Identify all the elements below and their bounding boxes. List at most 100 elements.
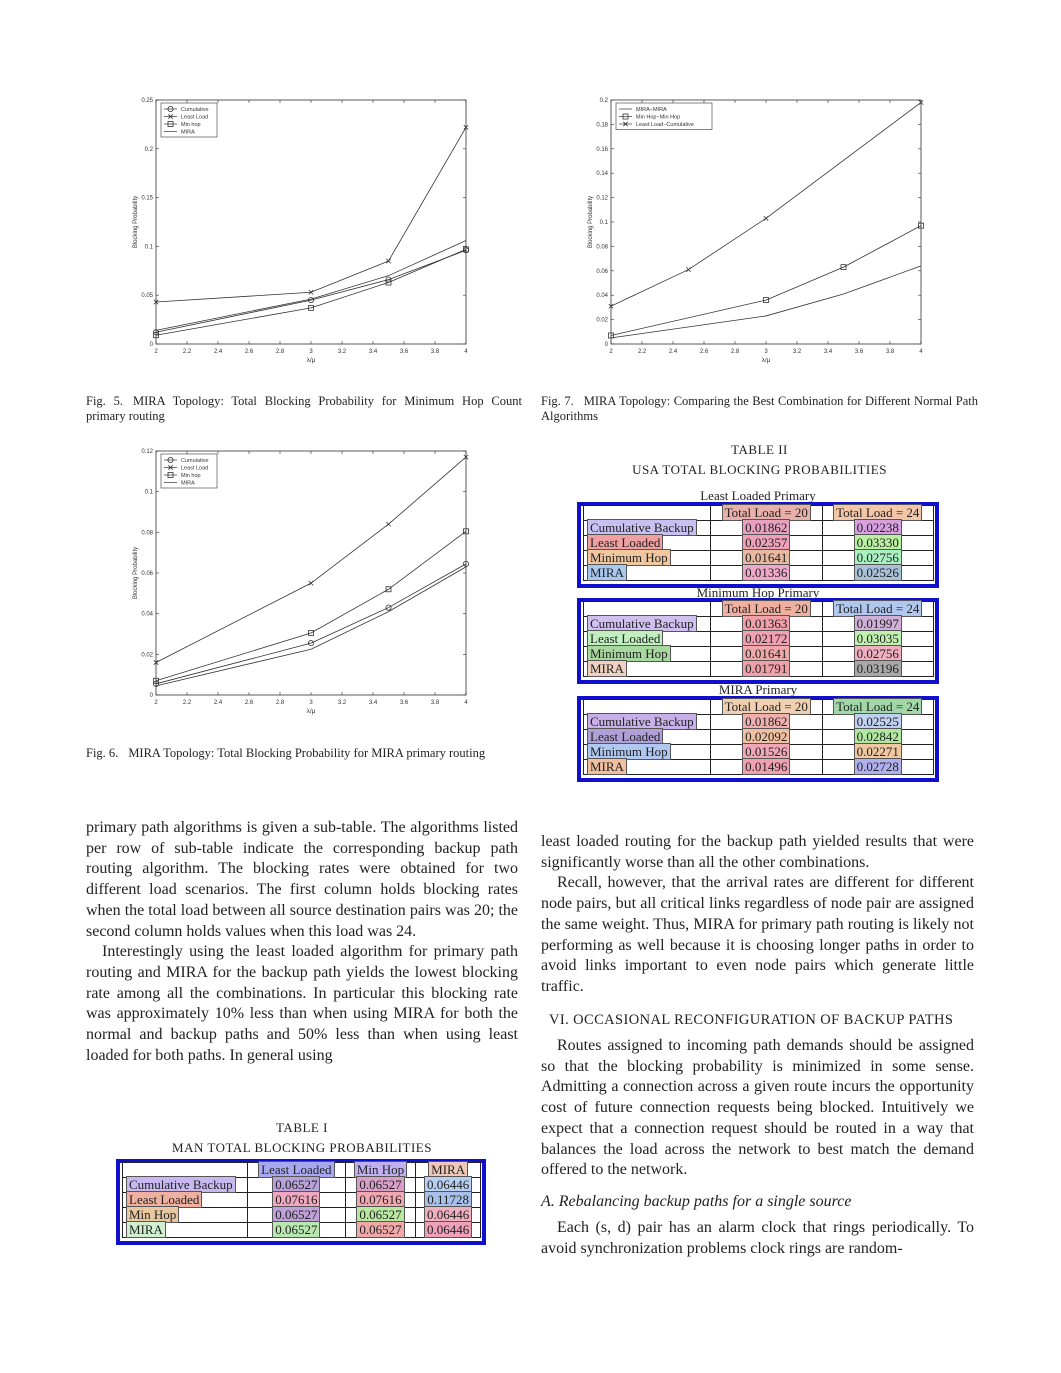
x-tick-label: 3: [309, 349, 313, 355]
table-row: MIRA 0.01496 0.02728: [583, 758, 934, 775]
legend-marker: [167, 472, 174, 478]
cell-value: 0.03330: [853, 534, 902, 551]
table-cell: 0.01641: [710, 645, 823, 662]
paragraph: Recall, however, that the arrival rates …: [541, 874, 974, 995]
table-cell: 0.01791: [710, 660, 823, 677]
row-name-text: MIRA: [587, 564, 627, 581]
row-name: MIRA: [583, 660, 711, 677]
x-tick-label: 4: [464, 700, 468, 706]
figure-6-label: Fig. 6.: [86, 746, 119, 760]
x-tick-label: 2.8: [276, 349, 285, 355]
x-tick-label: 2.2: [183, 349, 192, 355]
cell-value: 0.02092: [742, 728, 791, 745]
table-cell: 0.03196: [821, 660, 934, 677]
series-line: [155, 240, 467, 331]
legend-marker: [167, 105, 174, 112]
table-cell: 0.02238: [821, 519, 934, 536]
y-tick-label: 0: [605, 342, 609, 348]
table-header: Total Load = 20: [710, 504, 823, 521]
row-name-text: Least Loaded: [587, 630, 664, 647]
legend-marker: [623, 121, 628, 127]
plot-frame: [610, 99, 922, 345]
table-2-title: USA TOTAL BLOCKING PROBABILITIES: [632, 462, 887, 477]
y-tick-label: 0: [150, 342, 154, 348]
fig7-chart: 2 2.2 2.4 2.6 2.8 3 3.2 3.4 3.6 3.8 4 0 0.02 0.04 0.06…: [588, 98, 924, 364]
paragraph: least loaded routing for the backup path…: [541, 833, 974, 871]
table-row: Minimum Hop 0.01526 0.02271: [583, 743, 934, 760]
figure-5: 2 2.2 2.4 2.6 2.8 3 3.2 3.4 3.6 3.8 4 0 0.05 0.1 0.15 0…: [130, 96, 480, 366]
header-text: Total Load = 24: [833, 698, 923, 715]
header-text: Min Hop: [353, 1161, 408, 1178]
cell-value: 0.06446: [424, 1176, 473, 1193]
table-header: Total Load = 20: [710, 600, 823, 617]
x-tick-label: 2.2: [183, 700, 192, 706]
fig5-chart: 2 2.2 2.4 2.6 2.8 3 3.2 3.4 3.6 3.8 4 0 0.05 0.1 0.15 0…: [133, 98, 469, 364]
legend-label: Min hop: [181, 122, 201, 128]
y-tick-label: 0.08: [141, 530, 153, 536]
x-tick-label: 2.4: [214, 700, 223, 706]
x-tick-label: 3.8: [431, 700, 440, 706]
table-cell: 0.02756: [821, 645, 934, 662]
y-tick-label: 0.2: [600, 98, 609, 104]
subsection-heading: A. Rebalancing backup paths for a single…: [541, 1193, 852, 1210]
row-name-text: MIRA: [587, 660, 627, 677]
table-header: Total Load = 24: [821, 504, 934, 521]
figure-6-text: MIRA Topology: Total Blocking Probabilit…: [128, 746, 486, 760]
cell-value: 0.01526: [742, 743, 791, 760]
cell-value: 0.03035: [853, 630, 902, 647]
cell-value: 0.06527: [356, 1221, 405, 1238]
x-tick-label: 2.2: [638, 349, 647, 355]
table-row: Cumulative Backup 0.01363 0.01997: [583, 615, 934, 632]
row-name-text: Minimum Hop: [587, 645, 671, 662]
y-tick-label: 0.16: [596, 147, 608, 153]
row-name: MIRA: [583, 564, 711, 581]
x-tick-label: 2.8: [276, 700, 285, 706]
table-2-block-1: Total Load = 20 Total Load = 24 Cumulati…: [583, 504, 934, 581]
table-row: Cumulative Backup 0.01862 0.02525: [583, 713, 934, 730]
y-tick-label: 0.18: [596, 122, 608, 128]
x-tick-label: 3.4: [824, 349, 833, 355]
table-row: Cumulative Backup 0.01862 0.02238: [583, 519, 934, 536]
series-line: [610, 225, 922, 336]
table-cell: 0.06446: [415, 1176, 481, 1193]
x-tick-label: 3: [764, 349, 768, 355]
x-tick-label: 2: [609, 349, 613, 355]
fig6-chart: 2 2.2 2.4 2.6 2.8 3 3.2 3.4 3.6 3.8 4 0 0.02 0.04 0.06…: [133, 449, 469, 715]
cell-value: 0.02525: [853, 713, 902, 730]
data-point: [152, 680, 159, 687]
legend-marker: [167, 456, 174, 463]
table-cell: 0.11728: [415, 1191, 481, 1208]
x-axis-label: λ/μ: [307, 708, 316, 715]
data-point: [763, 297, 769, 303]
data-point: [153, 299, 159, 305]
figure-7-label: Fig. 7.: [541, 394, 574, 408]
row-name-text: Least Loaded: [587, 728, 664, 745]
y-tick-label: 0.05: [141, 293, 153, 299]
row-name: Cumulative Backup: [583, 615, 711, 632]
series-line: [155, 249, 467, 333]
cell-value: 0.01641: [742, 549, 791, 566]
row-name-text: Cumulative Backup: [126, 1176, 236, 1193]
table-row: Least Loaded 0.02092 0.02842: [583, 728, 934, 745]
y-axis-label: Blocking Probability: [588, 196, 594, 248]
row-name: Cumulative Backup: [583, 713, 711, 730]
x-tick-label: 3.4: [369, 700, 378, 706]
row-name-text: MIRA: [587, 758, 627, 775]
legend-label: Least Load: [181, 466, 208, 472]
data-point: [307, 297, 314, 304]
figure-5-text: MIRA Topology: Total Blocking Probabilit…: [86, 394, 522, 423]
x-tick-label: 3.8: [431, 349, 440, 355]
series-line: [155, 127, 467, 303]
table-cell: 0.06446: [415, 1206, 481, 1223]
legend-marker: [167, 121, 174, 127]
x-tick-label: 3.2: [793, 349, 802, 355]
left-column: primary path algorithms is given a sub-t…: [86, 818, 518, 1066]
table-row: Cumulative Backup 0.06527 0.06527 0.0644…: [122, 1176, 481, 1193]
cell-value: 0.01641: [742, 645, 791, 662]
legend-label: Cumulative: [181, 458, 209, 464]
table-cell: 0.02756: [821, 549, 934, 566]
table-row: Least Loaded 0.07616 0.07616 0.11728: [122, 1191, 481, 1208]
row-name-text: Min Hop: [126, 1206, 180, 1223]
right-column-top: least loaded routing for the backup path…: [541, 832, 974, 998]
table-cell: 0.02357: [710, 534, 823, 551]
